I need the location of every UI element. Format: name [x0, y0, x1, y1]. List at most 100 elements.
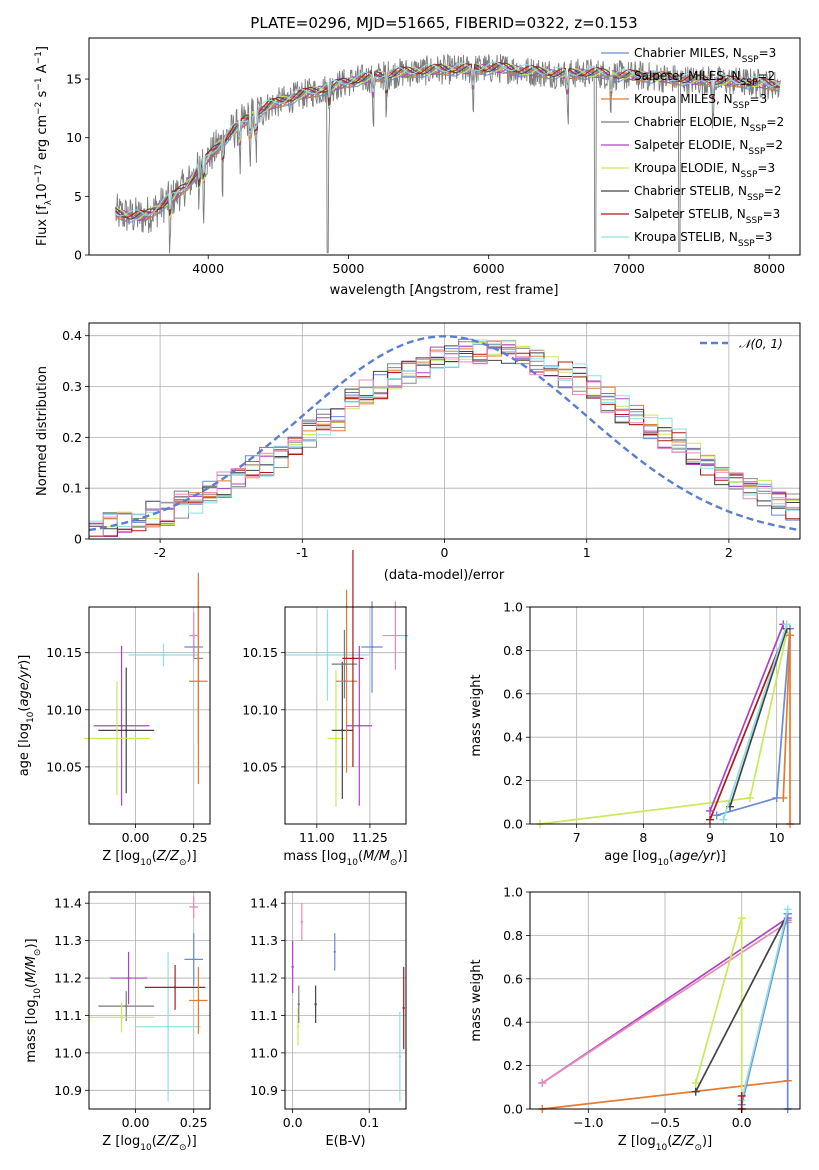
weight_vs_Z-line-kroupa_elodie: [694, 917, 743, 1109]
residuals-xtick-label: 1: [583, 545, 591, 560]
weight_vs_Z-xlabel: Z [log10(Z/Z⊙)]: [618, 1134, 712, 1153]
age_vs_mass-marker-kroupa_miles-point: [345, 680, 348, 683]
spectrum-ytick-label: 5: [74, 189, 82, 204]
mass_vs_ebv-ytick-label: 11.4: [250, 896, 278, 911]
weight_vs_age-ytick-label: 0.2: [503, 773, 523, 788]
weight_vs_age-xtick-label: 8: [639, 830, 647, 845]
weight_vs_age-line-kroupa_stelib: [722, 624, 788, 820]
residuals-xtick-label: -1: [296, 545, 308, 560]
residuals-ytick-label: 0.4: [62, 328, 82, 343]
mass_vs_ebv-marker-kroupa_stelib-point: [398, 1055, 402, 1058]
age_vs_Z-marker-kroupa_elodie-point: [115, 737, 119, 740]
legend-label-chabrier_stelib: Chabrier STELIB, NSSP=2: [634, 184, 782, 203]
mass_vs_Z-marker-kroupa_elodie-point: [120, 1016, 123, 1019]
weight_vs_age-ylabel: mass weight: [469, 674, 484, 756]
age_vs_mass-marker-salpeter_elodie-point: [358, 724, 361, 727]
spectrum-ytick-label: 0: [74, 248, 82, 263]
weight_vs_age-marker-kroupa_stelib: [719, 815, 728, 824]
age_vs_mass-ytick-label: 10.05: [242, 759, 278, 774]
mass_vs_ebv-marker-salpeter_stelib-point: [402, 1006, 405, 1010]
weight_vs_age-frame: [529, 606, 801, 825]
weight_vs_age-line-salpeter_elodie: [709, 624, 785, 812]
spectrum-xtick-label: 6000: [473, 261, 505, 276]
weight_vs_age-line-chabrier_miles: [716, 628, 791, 817]
weight_vs_Z-ytick-label: 0.4: [503, 1015, 523, 1030]
spectrum-xtick-label: 5000: [333, 261, 365, 276]
weight_vs_age-xtick-label: 9: [706, 830, 714, 845]
weight_vs_age-xlabel: age [log10(age/yr)]: [604, 849, 726, 868]
legend-label-salpeter_stelib: Salpeter STELIB, NSSP=3: [634, 207, 780, 226]
spectrum-ytick-label: 10: [66, 130, 82, 145]
weight_vs_Z-marker-kroupa_stelib: [783, 905, 792, 914]
residual-xlabel: (data-model)/error: [384, 568, 505, 583]
age_vs_mass-marker-chabrier_elodie-point: [343, 662, 346, 666]
age_vs_mass-xtick-label: 11.00: [299, 830, 335, 845]
legend-label-salpeter_miles: Salpeter MILES, NSSP=2: [634, 69, 775, 88]
mass_vs_ebv-ytick-label: 11.3: [250, 933, 278, 948]
legend-label-kroupa_stelib: Kroupa STELIB, NSSP=3: [634, 230, 772, 249]
weight_vs_Z-line-pink: [541, 921, 789, 1084]
weight_vs_Z-ytick-label: 0.8: [503, 928, 523, 943]
weight_vs_age-marker-kroupa_elodie: [746, 793, 754, 802]
spectrum-xtick-label: 7000: [613, 261, 645, 276]
residual-ylabel: Normed distribution: [35, 366, 50, 496]
residual-histogram-salpeter_stelib: [89, 340, 800, 537]
mass_vs_Z-ytick-label: 11.4: [54, 896, 82, 911]
age_vs_mass-xtick-label: 11.25: [352, 830, 388, 845]
weight_vs_age-ytick-label: 1.0: [503, 600, 523, 615]
mass_vs_ebv-marker-pink-point: [300, 920, 304, 924]
age_vs_mass-ytick-label: 10.10: [242, 702, 278, 717]
residuals-ytick-label: 0: [74, 532, 82, 547]
weight_vs_age-line-chabrier_stelib: [729, 628, 788, 807]
weight_vs_age-ytick-label: 0.6: [503, 686, 523, 701]
mass_vs_ebv-ytick-label: 10.9: [250, 1083, 278, 1098]
weight_vs_Z-marker-kroupa_elodie: [737, 914, 746, 923]
age_vs_Z-marker-kroupa_miles-point: [197, 680, 200, 683]
mass_vs_ebv-ytick-label: 11.1: [250, 1008, 278, 1023]
age_vs_Z-xtick-label: 0.00: [122, 830, 150, 845]
age_vs_mass-marker-kroupa_stelib-point: [326, 653, 329, 657]
spectrum-xlabel: wavelength [Angstrom, rest frame]: [330, 283, 559, 298]
age_vs_Z-xtick-label: 0.25: [180, 830, 208, 845]
spectrum-frame: [88, 37, 801, 256]
weight_vs_Z-marker-salpeter_stelib: [737, 1091, 746, 1100]
mass_vs_ebv-marker-chabrier_elodie-point: [297, 1003, 300, 1006]
age_vs_mass-marker-kroupa_elodie-point: [334, 737, 338, 740]
mass_vs_Z-xtick-label: 0.00: [122, 1115, 150, 1130]
mass_vs_Z-ylabel: mass [log10(M/M⊙)]: [24, 938, 43, 1062]
age_vs_mass-marker-salpeter_stelib-point: [351, 657, 355, 660]
spectrum-model-salpeter_miles: [115, 65, 781, 222]
age_vs_Z-xlabel: Z [log10(Z/Z⊙)]: [102, 849, 196, 868]
age_vs_Z-ytick-label: 10.10: [46, 702, 82, 717]
mass_vs_ebv-marker-salpeter_elodie-point: [291, 965, 294, 969]
mass_vs_ebv-xtick-label: 0.1: [359, 1115, 379, 1130]
mass_vs_ebv-ytick-label: 11.2: [250, 971, 278, 986]
spectrum-xtick-label: 8000: [753, 261, 785, 276]
weight_vs_age-marker-salpeter_elodie: [706, 806, 714, 815]
age_vs_Z-ylabel: age [log10(age/yr)]: [17, 655, 36, 777]
mass_vs_Z-xtick-label: 0.25: [180, 1115, 208, 1130]
mass_vs_ebv-marker-chabrier_miles-point: [333, 950, 336, 954]
age_vs_mass-frame: [284, 606, 407, 825]
weight_vs_Z-line-chabrier_miles: [740, 913, 789, 1109]
weight_vs_Z-xtick-label: 0.0: [732, 1115, 752, 1130]
weight_vs_age-ytick-label: 0.8: [503, 643, 523, 658]
mass_vs_ebv-marker-chabrier_stelib-point: [314, 1003, 317, 1006]
mass_vs_Z-marker-kroupa_miles-point: [197, 999, 200, 1002]
legend-label-kroupa_miles: Kroupa MILES, NSSP=3: [634, 92, 767, 111]
weight_vs_Z-ylabel: mass weight: [469, 959, 484, 1041]
age_vs_mass-marker-chabrier_miles-point: [370, 645, 374, 649]
weight_vs_age-ytick-label: 0.0: [503, 817, 523, 832]
weight_vs_Z-xtick-label: −1.0: [573, 1115, 603, 1130]
gaussian-reference-curve: [88, 334, 801, 532]
weight_vs_age-line-salpeter_stelib: [709, 628, 788, 821]
legend-label-chabrier_elodie: Chabrier ELODIE, NSSP=2: [634, 115, 784, 134]
mass_vs_Z-ytick-label: 11.2: [54, 971, 82, 986]
residuals-xtick-label: 0: [441, 545, 449, 560]
residual-histogram-kroupa_stelib: [89, 339, 800, 527]
weight_vs_age-marker-kroupa_stelib: [782, 620, 791, 629]
age_vs_Z-ytick-label: 10.15: [46, 645, 82, 660]
age_vs_Z-marker-chabrier_stelib-point: [125, 729, 128, 732]
weight_vs_Z-xtick-label: −0.5: [650, 1115, 680, 1130]
